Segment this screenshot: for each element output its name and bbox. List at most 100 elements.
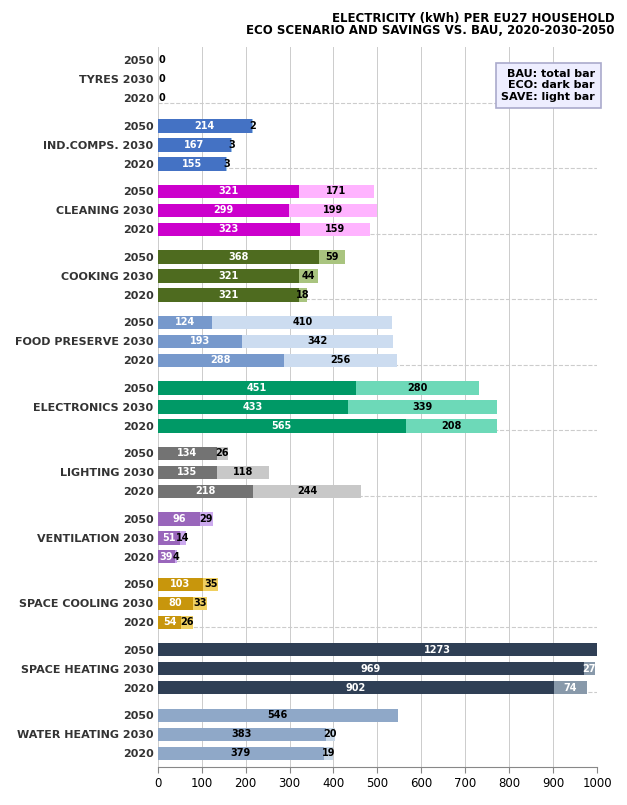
Text: BAU: total bar
ECO: dark bar
SAVE: light bar: BAU: total bar ECO: dark bar SAVE: light…	[501, 68, 595, 102]
Text: 321: 321	[218, 290, 238, 300]
Text: 0: 0	[159, 75, 166, 85]
Bar	[157, 643, 627, 657]
Text: 135: 135	[177, 468, 198, 477]
Bar	[231, 138, 233, 151]
Bar	[226, 157, 227, 171]
Text: 171: 171	[326, 187, 347, 196]
Text: 51: 51	[162, 533, 176, 543]
Text: 342: 342	[307, 336, 328, 346]
Text: 379: 379	[231, 749, 251, 758]
Text: 29: 29	[199, 514, 213, 524]
Bar	[203, 578, 218, 591]
Text: 159: 159	[324, 225, 345, 234]
Text: 546: 546	[268, 710, 288, 720]
Bar	[157, 382, 356, 394]
Text: 969: 969	[361, 664, 381, 674]
Bar	[180, 531, 186, 544]
Text: 214: 214	[194, 121, 215, 131]
Bar	[298, 185, 374, 198]
Bar	[157, 353, 284, 367]
Bar	[157, 204, 289, 217]
Text: 27: 27	[582, 664, 596, 674]
Text: 565: 565	[271, 421, 292, 431]
Text: 118: 118	[233, 468, 253, 477]
Text: 321: 321	[218, 271, 238, 281]
Text: 80: 80	[169, 598, 182, 609]
Text: 208: 208	[441, 421, 462, 431]
Text: 0: 0	[159, 56, 166, 65]
Bar	[157, 597, 193, 610]
Text: 410: 410	[292, 317, 312, 328]
Bar	[200, 512, 213, 526]
Text: 280: 280	[407, 383, 428, 393]
Bar	[406, 419, 497, 432]
Text: 299: 299	[213, 205, 233, 216]
Bar	[175, 550, 177, 564]
Bar	[319, 250, 345, 263]
Bar	[157, 485, 253, 498]
Bar	[157, 223, 300, 236]
Text: 0: 0	[159, 93, 166, 104]
Text: 256: 256	[330, 355, 350, 365]
Text: 451: 451	[246, 383, 267, 393]
Bar	[157, 138, 231, 151]
Text: 19: 19	[322, 749, 335, 758]
Bar	[348, 400, 497, 414]
Bar	[157, 550, 175, 564]
Bar	[216, 447, 228, 460]
Bar	[157, 681, 554, 695]
Text: 74: 74	[564, 683, 577, 693]
Text: 3: 3	[223, 159, 230, 169]
Bar	[181, 616, 193, 629]
Text: 54: 54	[163, 617, 176, 627]
Text: 902: 902	[345, 683, 366, 693]
Bar	[157, 270, 298, 283]
Text: ELECTRICITY (kWh) PER EU27 HOUSEHOLD: ELECTRICITY (kWh) PER EU27 HOUSEHOLD	[332, 12, 614, 25]
Bar	[157, 335, 243, 348]
Text: 4: 4	[172, 552, 179, 562]
Text: 103: 103	[170, 580, 191, 589]
Bar	[356, 382, 479, 394]
Text: 339: 339	[413, 402, 433, 412]
Text: 20: 20	[324, 729, 337, 739]
Text: 26: 26	[181, 617, 194, 627]
Text: 124: 124	[175, 317, 195, 328]
Bar	[212, 316, 393, 329]
Bar	[157, 466, 217, 479]
Text: 193: 193	[190, 336, 210, 346]
Text: 321: 321	[218, 187, 238, 196]
Bar	[157, 157, 226, 171]
Bar	[157, 663, 584, 675]
Text: 35: 35	[204, 580, 218, 589]
Text: 433: 433	[243, 402, 263, 412]
Bar	[157, 531, 180, 544]
Text: ECO SCENARIO AND SAVINGS VS. BAU, 2020-2030-2050: ECO SCENARIO AND SAVINGS VS. BAU, 2020-2…	[246, 24, 614, 37]
Text: 288: 288	[211, 355, 231, 365]
Text: 368: 368	[228, 252, 249, 262]
Text: 96: 96	[172, 514, 186, 524]
Text: 323: 323	[219, 225, 239, 234]
Text: 18: 18	[296, 290, 310, 300]
Bar	[157, 708, 398, 722]
Text: 155: 155	[182, 159, 202, 169]
Bar	[157, 419, 406, 432]
Bar	[157, 616, 181, 629]
Bar	[157, 185, 298, 198]
Text: 59: 59	[325, 252, 339, 262]
Bar	[157, 447, 216, 460]
Text: 39: 39	[159, 552, 173, 562]
Bar	[243, 335, 393, 348]
Bar	[324, 747, 332, 760]
Text: 1273: 1273	[424, 645, 451, 654]
Bar	[157, 316, 212, 329]
Bar	[157, 288, 298, 302]
Text: 2: 2	[249, 121, 256, 131]
Bar	[157, 512, 200, 526]
Text: 33: 33	[193, 598, 207, 609]
Text: 167: 167	[184, 140, 204, 150]
Bar	[157, 400, 348, 414]
Bar	[157, 119, 251, 133]
Bar	[193, 597, 208, 610]
Text: 3: 3	[228, 140, 235, 150]
Text: 383: 383	[231, 729, 252, 739]
